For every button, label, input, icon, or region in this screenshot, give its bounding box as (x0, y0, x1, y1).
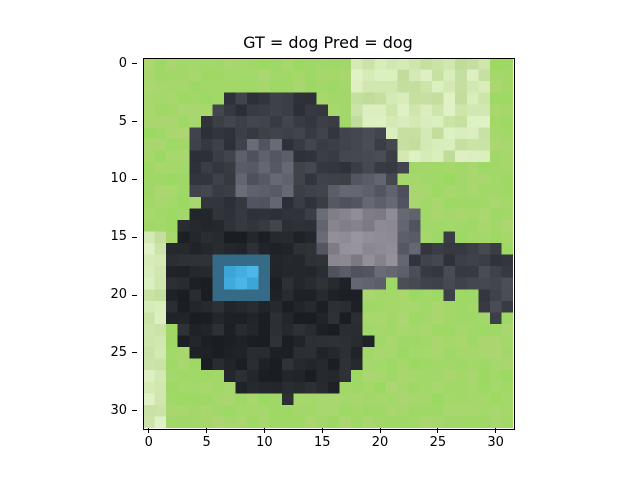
x-tick-label: 20 (371, 435, 389, 450)
y-tick-label: 0 (118, 55, 127, 71)
dog-image (143, 58, 513, 428)
plot-title: GT = dog Pred = dog (243, 33, 413, 52)
x-tick-label: 5 (202, 435, 211, 450)
y-tick-label: 30 (110, 402, 127, 418)
y-tick-mark (132, 178, 137, 180)
y-tick-mark (132, 352, 137, 354)
y-tick-label: 10 (110, 171, 127, 187)
x-tick-label: 15 (313, 435, 331, 450)
x-tick-label: 10 (256, 435, 273, 450)
x-tick-mark (321, 428, 323, 433)
x-tick-mark (148, 428, 150, 433)
x-tick-mark (379, 428, 381, 433)
y-tick-mark (132, 236, 137, 238)
x-tick-mark (495, 428, 497, 433)
image-axes: 0 5 10 15 20 25 30 0 5 10 15 20 25 30 (110, 56, 515, 450)
y-tick-label: 15 (110, 229, 127, 245)
x-tick-label: 0 (144, 435, 153, 450)
y-tick-label: 20 (110, 287, 127, 303)
x-tick-mark (263, 428, 265, 433)
y-tick-mark (132, 294, 137, 296)
x-tick-mark (206, 428, 208, 433)
x-tick-label: 30 (487, 435, 504, 450)
y-tick-mark (132, 63, 137, 65)
x-tick-mark (437, 428, 439, 433)
y-tick-mark (132, 410, 137, 412)
y-tick-label: 5 (118, 113, 127, 129)
y-tick-label: 25 (110, 344, 127, 360)
x-tick-label: 25 (429, 435, 447, 450)
y-tick-mark (132, 121, 137, 123)
